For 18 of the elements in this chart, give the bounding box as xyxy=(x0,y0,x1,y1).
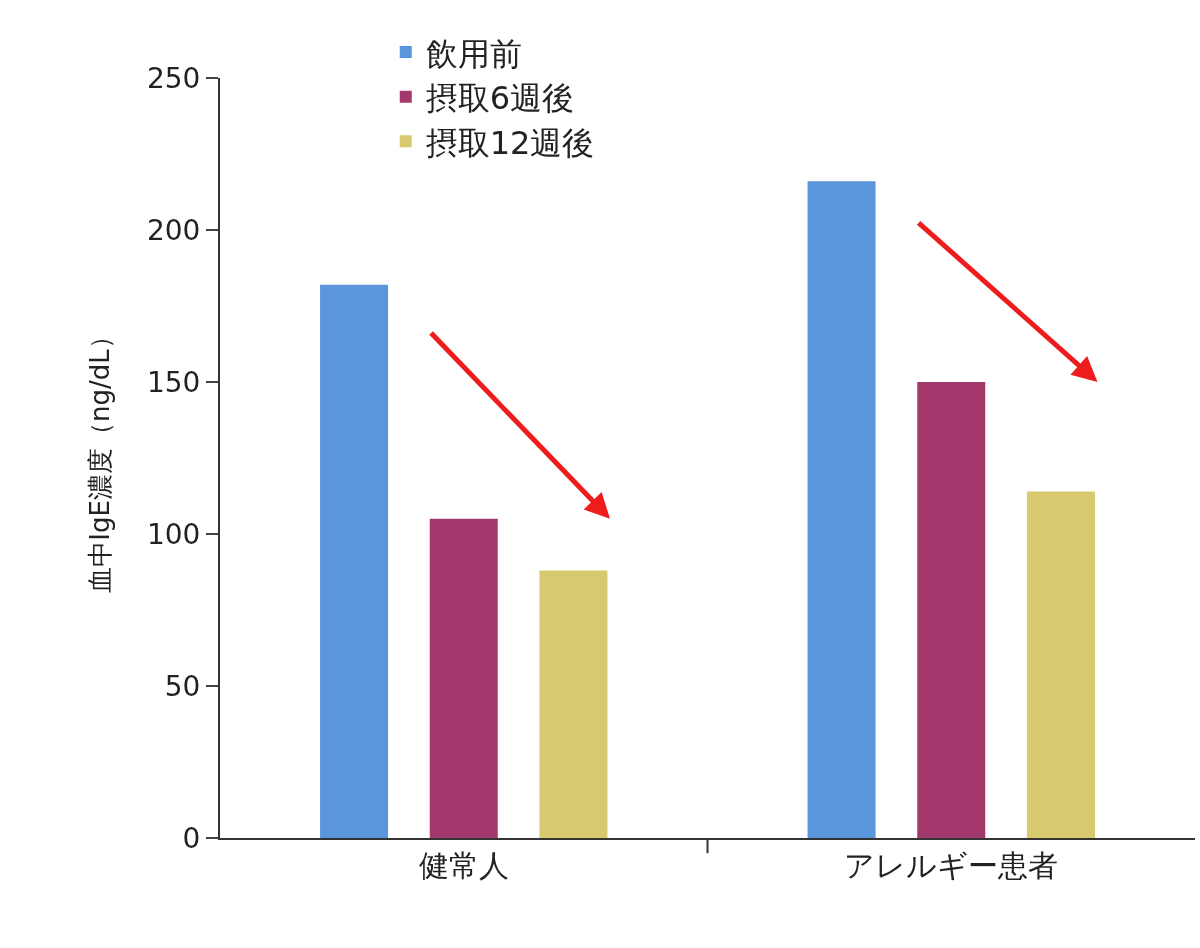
legend-label: 飲用前 xyxy=(425,34,522,73)
y-tick-label: 100 xyxy=(146,517,201,551)
bar xyxy=(320,284,389,838)
bar xyxy=(539,570,608,838)
y-tick-label: 0 xyxy=(182,821,201,855)
bar xyxy=(1026,491,1095,838)
y-tick-label: 50 xyxy=(164,669,201,703)
y-axis-title: 血中IgE濃度（ng/dL） xyxy=(84,323,115,593)
legend-label: 摂取6週後 xyxy=(425,79,575,118)
bar xyxy=(429,518,498,838)
y-tick-label: 250 xyxy=(146,61,201,95)
legend-label: 摂取12週後 xyxy=(425,123,595,162)
x-tick-label: アレルギー患者 xyxy=(844,848,1059,883)
x-tick-label: 健常人 xyxy=(418,848,509,883)
bar xyxy=(807,181,876,838)
y-tick-label: 150 xyxy=(146,365,201,399)
bar xyxy=(917,382,986,838)
y-tick-label: 200 xyxy=(146,213,201,247)
